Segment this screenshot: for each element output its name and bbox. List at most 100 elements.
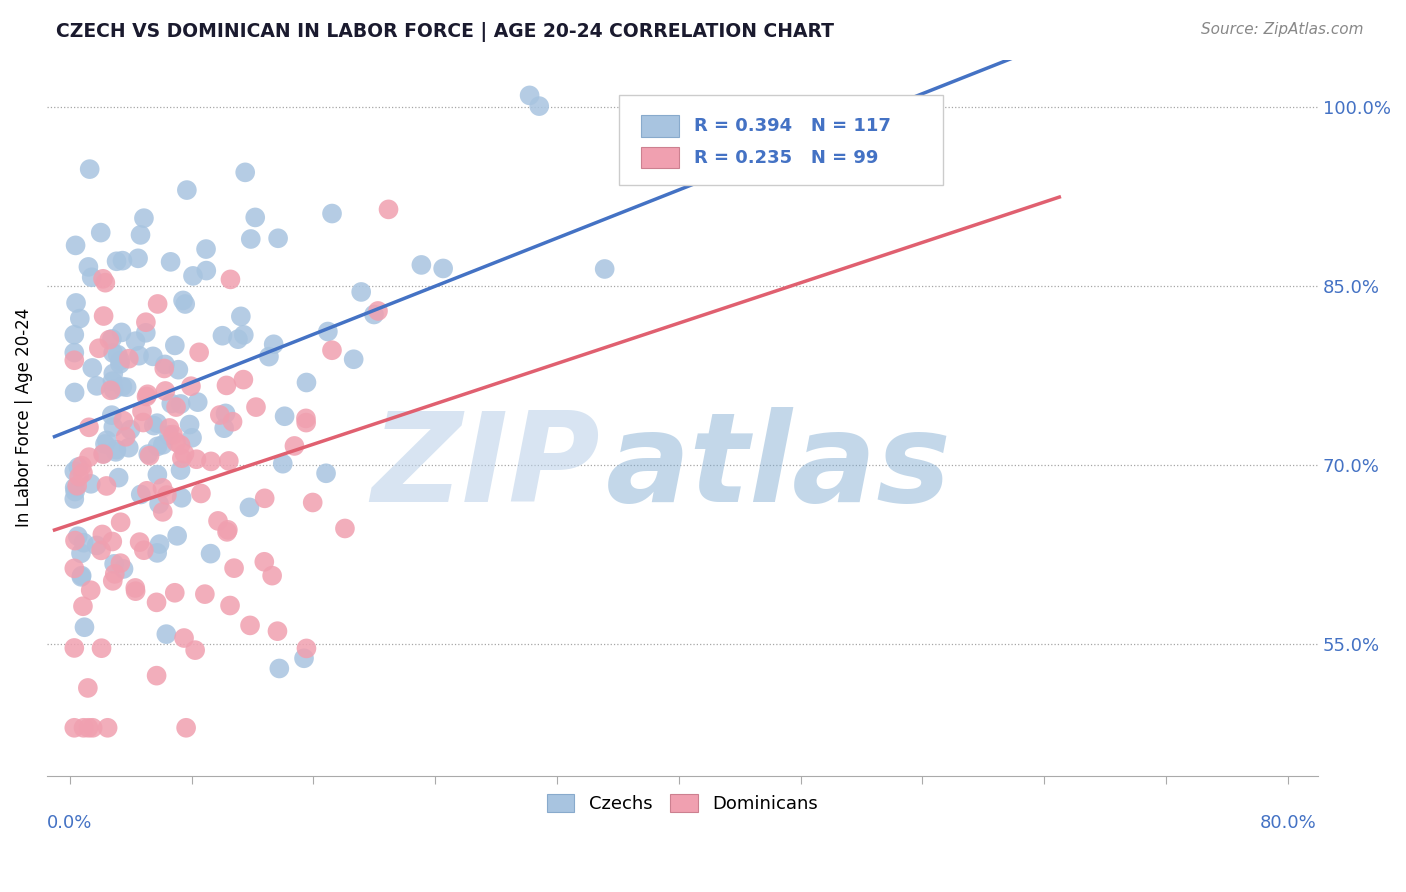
Point (253, 555, 276, 569)
Point (82, 721, 104, 735)
Point (295, 416, 318, 430)
Point (114, 430, 136, 444)
Point (120, 423, 142, 437)
Point (263, 337, 285, 351)
Point (70, 568, 93, 582)
Point (367, 304, 389, 318)
Point (103, 420, 125, 434)
Point (138, 449, 160, 463)
Point (267, 231, 290, 245)
Point (118, 441, 141, 455)
Point (94, 437, 117, 451)
Point (145, 595, 167, 609)
Point (97, 721, 120, 735)
Point (136, 387, 159, 401)
Point (215, 378, 238, 392)
Point (148, 497, 170, 511)
Point (200, 454, 222, 468)
Point (145, 668, 167, 682)
Text: 0.0%: 0.0% (46, 814, 93, 832)
Point (239, 232, 262, 246)
Point (128, 535, 150, 549)
Point (194, 587, 217, 601)
Y-axis label: In Labor Force | Age 20-24: In Labor Force | Age 20-24 (15, 308, 32, 527)
Point (166, 529, 188, 543)
Point (76, 681, 98, 695)
Point (167, 362, 190, 376)
Point (131, 404, 153, 418)
Point (110, 326, 132, 340)
Point (190, 486, 212, 500)
Point (91, 447, 114, 461)
Point (219, 599, 242, 613)
Point (181, 431, 204, 445)
Point (112, 562, 135, 576)
Point (94, 276, 117, 290)
Point (127, 252, 149, 266)
Point (86, 379, 108, 393)
Point (129, 227, 152, 242)
Point (195, 263, 218, 277)
Point (129, 487, 152, 501)
FancyBboxPatch shape (619, 95, 943, 185)
Point (80, 270, 103, 285)
Point (115, 380, 138, 394)
Point (63, 640, 86, 655)
Point (146, 546, 169, 560)
Point (176, 183, 198, 197)
Point (142, 418, 165, 433)
Point (73, 620, 96, 634)
Point (93, 309, 115, 323)
Point (146, 467, 169, 482)
Point (146, 297, 169, 311)
Point (207, 514, 229, 528)
Point (110, 556, 132, 570)
Point (593, 262, 616, 277)
Point (295, 641, 318, 656)
Point (98, 333, 121, 347)
Point (173, 447, 195, 461)
Point (211, 328, 233, 343)
Point (118, 351, 141, 366)
Point (343, 352, 366, 367)
Point (232, 373, 254, 387)
Point (162, 427, 184, 442)
Point (160, 396, 183, 410)
Point (169, 438, 191, 452)
Point (112, 414, 135, 428)
Point (82, 360, 104, 375)
Point (79, 162, 101, 177)
Point (181, 268, 204, 283)
Point (529, 99, 551, 113)
Point (170, 451, 193, 466)
Point (233, 165, 256, 179)
Point (80, 476, 103, 491)
Point (239, 618, 262, 632)
Point (128, 349, 150, 363)
Point (93, 447, 115, 461)
Point (218, 454, 240, 468)
Point (67, 460, 90, 475)
Text: CZECH VS DOMINICAN IN LABOR FORCE | AGE 20-24 CORRELATION CHART: CZECH VS DOMINICAN IN LABOR FORCE | AGE … (56, 22, 834, 42)
Point (63, 533, 86, 548)
Point (142, 350, 165, 364)
Point (273, 409, 295, 424)
Point (70, 458, 93, 473)
Legend: Czechs, Dominicans: Czechs, Dominicans (540, 787, 825, 820)
Point (262, 568, 284, 582)
Point (87, 341, 110, 355)
Point (217, 523, 239, 537)
Point (169, 397, 191, 411)
Point (90, 641, 112, 656)
Point (66, 529, 89, 543)
Point (132, 416, 155, 430)
Point (321, 206, 343, 220)
Point (72, 466, 94, 480)
Point (77, 420, 100, 434)
Point (432, 261, 454, 276)
Point (229, 310, 252, 324)
Point (184, 643, 207, 657)
Point (72, 721, 94, 735)
FancyBboxPatch shape (641, 147, 679, 169)
Point (148, 537, 170, 551)
